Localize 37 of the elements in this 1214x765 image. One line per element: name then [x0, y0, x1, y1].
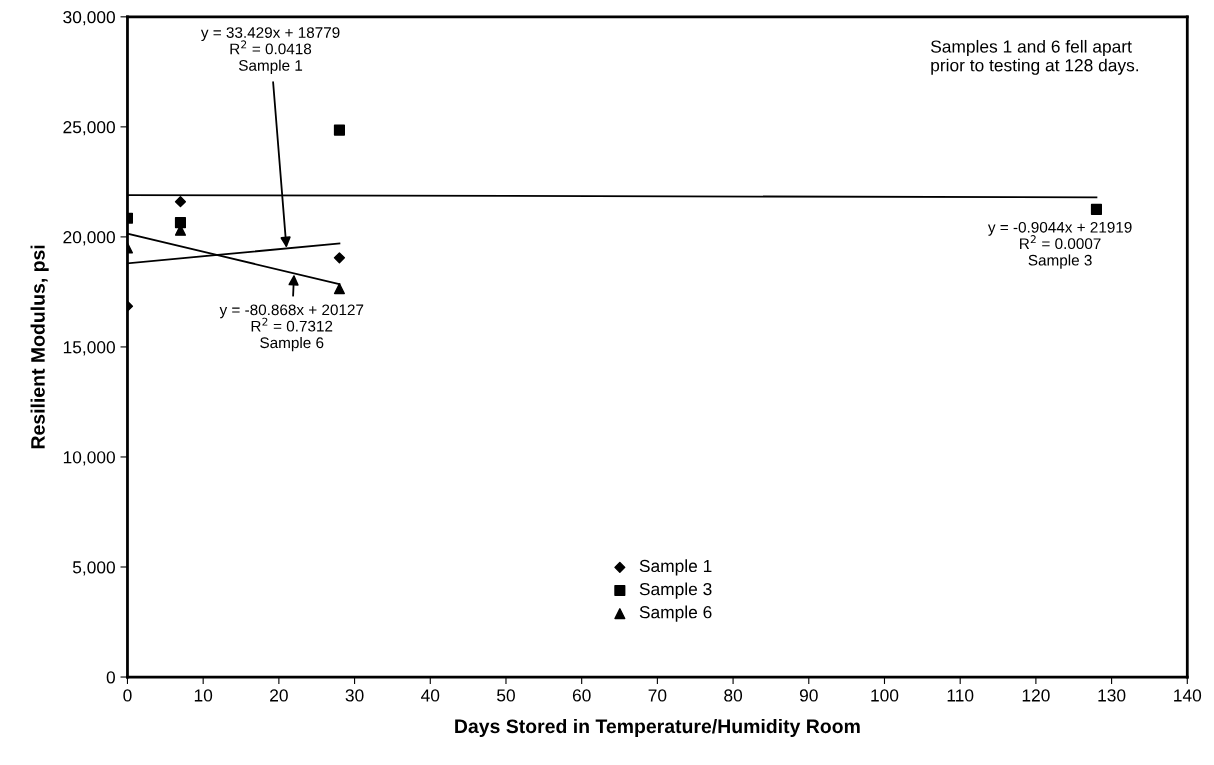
y-tick-label: 20,000: [63, 231, 115, 246]
x-tick-label: 10: [194, 689, 213, 702]
annotation: y = 33.429x + 18779 R$^{2}$ = 0.0418 Sample 1: [200, 27, 340, 74]
y-axis-title: Resilient Modulus, psi: [30, 245, 49, 449]
annotation: y = -0.9044x + 21919 R$^{2}$ = 0.0007 Sample 3: [987, 221, 1132, 269]
legend-label: Sample 6: [639, 605, 712, 622]
y-tick-label: 0: [106, 671, 115, 684]
x-tick-label: 30: [345, 689, 364, 702]
x-tick-label: 40: [421, 689, 440, 702]
x-tick-label: 0: [123, 689, 132, 702]
point: [333, 252, 346, 264]
x-tick-label: 50: [497, 689, 515, 702]
x-tick-label: 140: [1174, 689, 1202, 702]
legend-label: Sample 3: [639, 582, 712, 599]
y-tick-label: 15,000: [63, 341, 115, 356]
x-tick-label: 100: [871, 689, 899, 702]
x-tick-label: 60: [572, 689, 591, 702]
point: [1090, 203, 1103, 215]
y-tick-label: 5,000: [72, 561, 115, 576]
annotation: y = -80.868x + 20127 R$^{2}$ = 0.7312 Sample 6: [219, 304, 364, 352]
point: [333, 283, 345, 295]
x-tick-label: 70: [648, 689, 667, 702]
x-tick-label: 110: [947, 689, 974, 702]
x-tick-label: 90: [799, 689, 818, 702]
x-axis-title: Days Stored in Temperature/Humidity Room: [455, 718, 860, 738]
x-tick-label: 120: [1022, 689, 1050, 702]
annotation: Samples 1 and 6 fell apart prior to testing at 128 days.: [930, 39, 1139, 75]
legend-label: Sample 1: [639, 559, 712, 576]
point: [174, 217, 187, 229]
y-tick-label: 10,000: [63, 451, 115, 466]
x-tick-label: 130: [1098, 689, 1126, 702]
point: [174, 196, 187, 208]
x-tick-label: 80: [724, 689, 743, 702]
y-tick-label: 25,000: [63, 121, 115, 136]
point: [333, 124, 345, 136]
x-tick-label: 20: [270, 689, 288, 702]
y-tick-label: 30,000: [63, 11, 115, 26]
